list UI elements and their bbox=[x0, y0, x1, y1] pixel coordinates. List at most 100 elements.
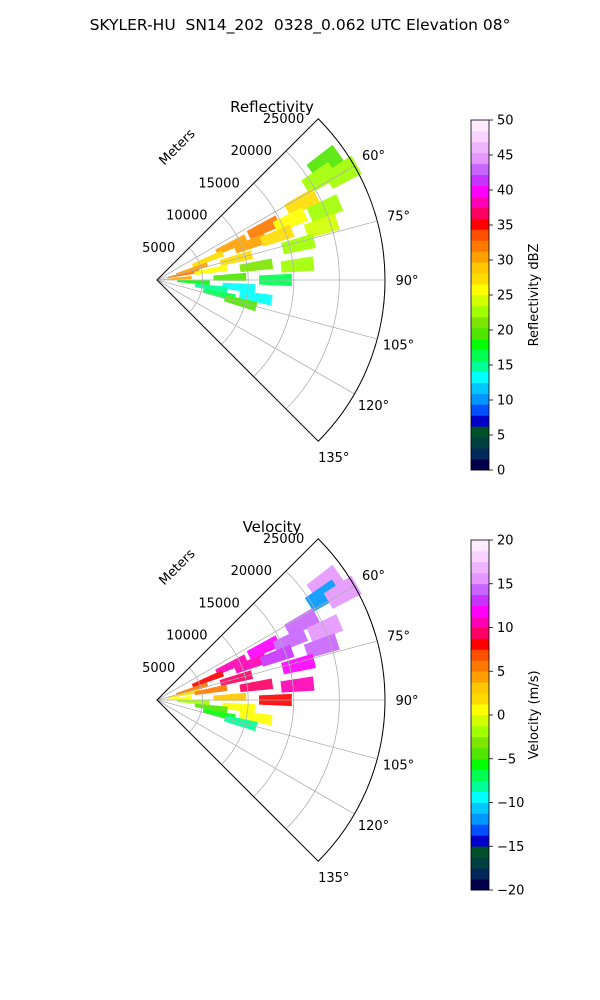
velocity-echo-gate-16 bbox=[194, 684, 228, 696]
reflectivity-radial-line-4 bbox=[156, 279, 355, 395]
velocity-colorbar-band-5 bbox=[471, 824, 489, 836]
velocity-colorbar-band-7 bbox=[471, 802, 489, 814]
reflectivity-echo-gate-11 bbox=[303, 213, 340, 239]
velocity-range-label-4: 25000 bbox=[263, 532, 304, 547]
reflectivity-colorbar-band-25 bbox=[471, 185, 489, 197]
velocity-radial-line-3 bbox=[156, 699, 378, 760]
velocity-colorbar-band-20 bbox=[471, 660, 489, 672]
reflectivity-colorbar-tick-label-3: 15 bbox=[497, 359, 514, 374]
velocity-echo-gate-15 bbox=[167, 688, 201, 699]
reflectivity-angle-label-2: 90° bbox=[395, 274, 418, 289]
reflectivity-colorbar-tick-label-2: 10 bbox=[497, 394, 514, 409]
velocity-range-label-2: 15000 bbox=[198, 596, 239, 611]
reflectivity-colorbar-band-31 bbox=[471, 120, 489, 132]
reflectivity-radial-line-0 bbox=[156, 165, 355, 281]
reflectivity-range-label-1: 10000 bbox=[166, 209, 207, 224]
reflectivity-colorbar-tick-label-7: 35 bbox=[497, 219, 514, 234]
velocity-radial-axis-label: Meters bbox=[157, 546, 199, 588]
velocity-colorbar-band-0 bbox=[471, 879, 489, 891]
reflectivity-colorbar-band-7 bbox=[471, 382, 489, 394]
reflectivity-colorbar-band-13 bbox=[471, 316, 489, 329]
velocity-colorbar-band-24 bbox=[471, 616, 489, 628]
velocity-colorbar-band-14 bbox=[471, 725, 489, 738]
reflectivity-echo-gate-27 bbox=[223, 295, 258, 312]
velocity-sector-frame bbox=[156, 538, 386, 862]
reflectivity-colorbar-band-27 bbox=[471, 163, 489, 176]
velocity-echo-gate-5 bbox=[215, 654, 249, 675]
velocity-echo-gate-19 bbox=[158, 696, 192, 700]
velocity-colorbar-band-1 bbox=[471, 868, 489, 880]
velocity-echo-field bbox=[158, 564, 362, 732]
velocity-colorbar-band-16 bbox=[471, 704, 489, 716]
velocity-colorbar-band-12 bbox=[471, 747, 489, 760]
velocity-echo-gate-1 bbox=[304, 579, 343, 612]
reflectivity-colorbar-label: Reflectivity dBZ bbox=[527, 244, 542, 347]
velocity-range-label-0: 5000 bbox=[142, 661, 175, 676]
velocity-angle-label-1: 75° bbox=[387, 629, 410, 644]
reflectivity-echo-gate-22 bbox=[176, 280, 210, 286]
velocity-colorbar-band-6 bbox=[471, 813, 489, 825]
reflectivity-range-label-0: 5000 bbox=[142, 241, 175, 256]
velocity-colorbar-band-4 bbox=[471, 835, 489, 847]
reflectivity-echo-gate-5 bbox=[215, 234, 249, 255]
velocity-colorbar-band-27 bbox=[471, 583, 489, 596]
reflectivity-colorbar-tick-label-0: 0 bbox=[497, 464, 505, 479]
velocity-colorbar-band-25 bbox=[471, 605, 489, 617]
velocity-echo-gate-11 bbox=[303, 633, 340, 659]
reflectivity-colorbar-band-2 bbox=[471, 437, 489, 449]
reflectivity-echo-gate-20 bbox=[213, 272, 247, 281]
velocity-echo-gate-18 bbox=[280, 676, 315, 693]
reflectivity-angle-label-3: 105° bbox=[383, 339, 414, 354]
velocity-colorbar-band-15 bbox=[471, 715, 489, 727]
velocity-echo-gate-22 bbox=[176, 700, 210, 706]
velocity-colorbar-tick-label-4: 0 bbox=[497, 709, 505, 724]
velocity-colorbar-tick-label-6: 10 bbox=[497, 621, 514, 636]
velocity-colorbar-tick-label-2: −10 bbox=[497, 796, 524, 811]
velocity-colorbar-tick-label-5: 5 bbox=[497, 665, 505, 680]
reflectivity-echo-gate-4 bbox=[246, 215, 281, 240]
velocity-echo-gate-0 bbox=[306, 564, 345, 599]
velocity-colorbar-band-28 bbox=[471, 572, 489, 585]
velocity-colorbar-tick-label-7: 15 bbox=[497, 577, 514, 592]
velocity-echo-gate-20 bbox=[213, 692, 247, 701]
velocity-echo-gate-8 bbox=[191, 670, 225, 688]
figure-title: SKYLER-HU SN14_202 0328_0.062 UTC Elevat… bbox=[89, 16, 511, 34]
reflectivity-range-label-4: 25000 bbox=[263, 112, 304, 127]
reflectivity-echo-gate-23 bbox=[222, 282, 256, 294]
velocity-angle-label-2: 90° bbox=[395, 694, 418, 709]
velocity-colorbar-band-23 bbox=[471, 627, 489, 639]
velocity-echo-gate-14 bbox=[281, 653, 317, 675]
velocity-range-label-1: 10000 bbox=[166, 629, 207, 644]
reflectivity-echo-gate-19 bbox=[158, 276, 192, 280]
velocity-colorbar-tick-label-0: −20 bbox=[497, 884, 524, 899]
velocity-colorbar-band-9 bbox=[471, 780, 489, 792]
velocity-colorbar-band-17 bbox=[471, 693, 489, 705]
reflectivity-colorbar-band-4 bbox=[471, 415, 489, 427]
reflectivity-radial-line-1 bbox=[156, 220, 378, 281]
reflectivity-range-label-2: 15000 bbox=[198, 176, 239, 191]
velocity-colorbar-band-10 bbox=[471, 769, 489, 782]
reflectivity-panel: Reflectivity 5000 10000 15000 20000 25000 60° 7… bbox=[142, 98, 542, 479]
reflectivity-colorbar-band-16 bbox=[471, 284, 489, 296]
reflectivity-sector-frame bbox=[156, 118, 386, 442]
velocity-colorbar-band-18 bbox=[471, 682, 489, 694]
reflectivity-echo-gate-14 bbox=[281, 233, 317, 255]
reflectivity-echo-field bbox=[158, 144, 362, 312]
velocity-echo-gate-3 bbox=[284, 608, 321, 637]
velocity-colorbar-band-26 bbox=[471, 594, 489, 607]
velocity-colorbar-band-2 bbox=[471, 857, 489, 869]
reflectivity-radial-axis-label: Meters bbox=[157, 126, 199, 168]
reflectivity-echo-gate-3 bbox=[284, 188, 321, 217]
reflectivity-colorbar-tick-label-8: 40 bbox=[497, 184, 514, 199]
reflectivity-colorbar-band-11 bbox=[471, 338, 489, 351]
velocity-colorbar-band-31 bbox=[471, 540, 489, 552]
reflectivity-echo-gate-6 bbox=[272, 207, 309, 233]
reflectivity-colorbar-band-28 bbox=[471, 152, 489, 165]
reflectivity-radial-line-3 bbox=[156, 279, 378, 340]
reflectivity-colorbar-band-21 bbox=[471, 229, 489, 241]
reflectivity-angle-label-5: 135° bbox=[318, 451, 349, 466]
reflectivity-colorbar-band-8 bbox=[471, 371, 489, 383]
reflectivity-colorbar-tick-label-1: 5 bbox=[497, 429, 505, 444]
reflectivity-colorbar-band-1 bbox=[471, 448, 489, 460]
reflectivity-range-label-3: 20000 bbox=[231, 144, 272, 159]
